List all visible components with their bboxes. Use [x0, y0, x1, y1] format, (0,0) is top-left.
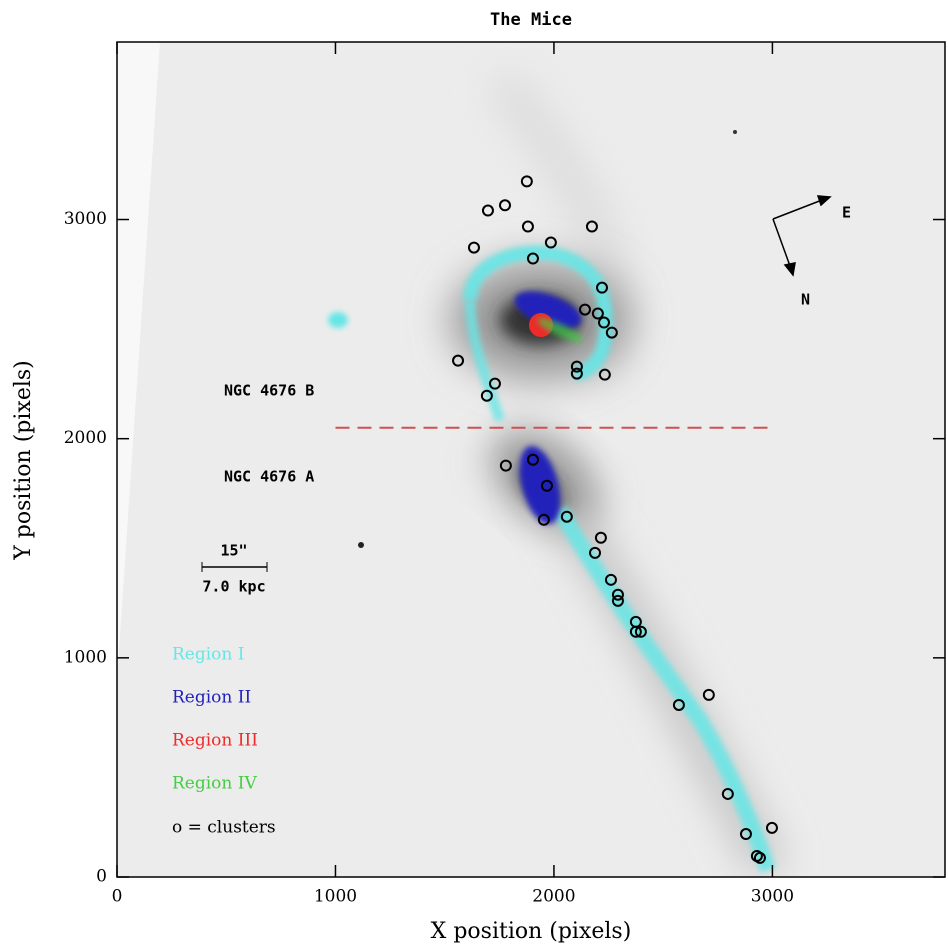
cluster-point — [520, 175, 533, 188]
sky-image — [117, 42, 945, 877]
cluster-point — [604, 573, 617, 586]
plot-frame — [116, 41, 946, 878]
x-tick-label: 1000 — [314, 887, 357, 907]
cluster-point — [611, 588, 624, 601]
cluster-point — [753, 851, 766, 864]
cluster-point — [611, 594, 624, 607]
cluster-point — [526, 252, 539, 265]
annotation: NGC 4676 B — [224, 382, 314, 400]
cluster-point — [488, 377, 501, 390]
cluster-point — [721, 787, 734, 800]
cluster-point — [544, 236, 557, 249]
compass-label: N — [801, 291, 810, 309]
cluster-point — [499, 199, 512, 212]
y-tick-label: 3000 — [64, 209, 107, 229]
cluster-point — [594, 531, 607, 544]
scale-bar-label: 7.0 kpc — [202, 578, 265, 596]
cluster-point — [672, 698, 685, 711]
cluster-point — [597, 316, 610, 329]
x-tick-label: 0 — [112, 887, 123, 907]
cluster-point — [481, 204, 494, 217]
legend-entry: Region II — [172, 688, 251, 708]
cluster-point — [765, 821, 778, 834]
cluster-point — [526, 453, 539, 466]
cluster-point — [570, 360, 583, 373]
compass — [772, 195, 832, 277]
cluster-point — [521, 220, 534, 233]
cluster-point — [570, 367, 583, 380]
x-tick-label: 2000 — [532, 887, 575, 907]
cluster-point — [480, 389, 493, 402]
cluster-point — [585, 220, 598, 233]
compass-label: E — [842, 204, 851, 222]
legend-entry: Region I — [172, 645, 244, 665]
cluster-point — [739, 828, 752, 841]
cluster-point — [578, 303, 591, 316]
cluster-point — [499, 459, 512, 472]
cluster-point — [537, 513, 550, 526]
chart-title: The Mice — [490, 10, 572, 30]
scale-bar-label: 15" — [220, 542, 247, 560]
cluster-point — [629, 625, 642, 638]
annotation: NGC 4676 A — [224, 468, 314, 486]
y-tick-label: 0 — [96, 867, 107, 887]
legend-entry: Region IV — [172, 774, 257, 794]
cluster-point — [540, 479, 553, 492]
cluster-point — [591, 307, 604, 320]
cluster-point — [560, 510, 573, 523]
cluster-point — [634, 625, 647, 638]
cluster-point — [596, 281, 609, 294]
cluster-point — [598, 368, 611, 381]
legend-entry: o = clusters — [172, 818, 276, 838]
cluster-point — [702, 688, 715, 701]
x-axis-label: X position (pixels) — [431, 919, 632, 944]
cluster-point — [467, 241, 480, 254]
cluster-point — [589, 546, 602, 559]
x-tick-label: 3000 — [751, 887, 794, 907]
cluster-point — [452, 354, 465, 367]
y-tick-label: 1000 — [64, 647, 107, 667]
y-tick-label: 2000 — [64, 428, 107, 448]
cluster-point — [605, 326, 618, 339]
y-axis-label: Y position (pixels) — [11, 360, 36, 561]
legend-entry: Region III — [172, 731, 258, 751]
